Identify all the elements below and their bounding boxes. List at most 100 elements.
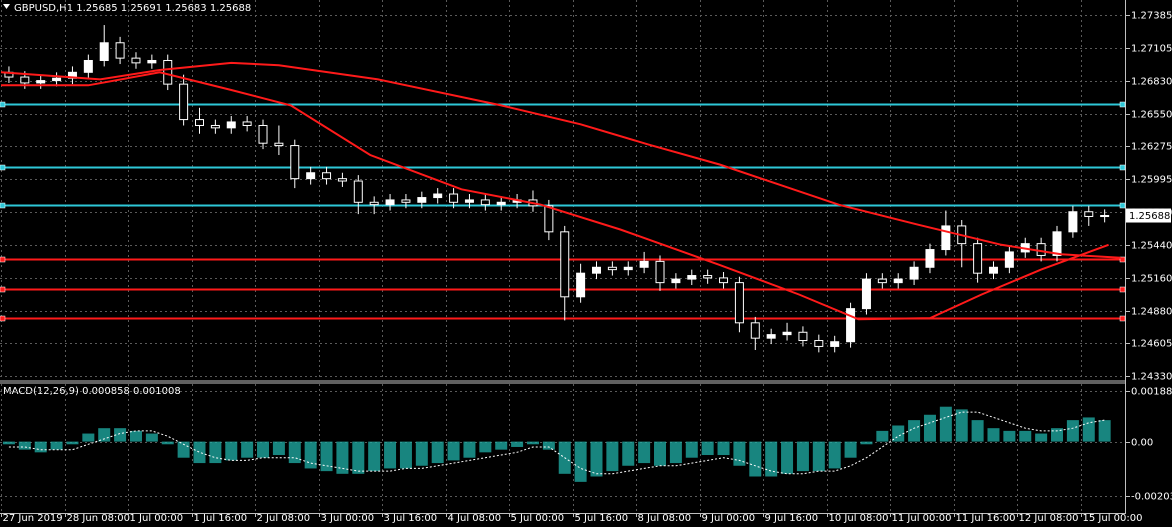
last-price-box [1126, 208, 1171, 223]
candle-body [893, 278, 903, 284]
candle-body [1036, 243, 1046, 256]
candle-body [290, 145, 300, 180]
candle-body [480, 199, 490, 206]
macd-bar [257, 441, 270, 458]
candle-body [369, 201, 379, 206]
candle-body [36, 80, 46, 84]
x-tick-label: 15 Jul 00:00 [1083, 513, 1143, 524]
macd-bar [511, 441, 524, 447]
macd-bar [288, 441, 301, 464]
macd-bar [781, 441, 794, 474]
macd-bar [669, 441, 682, 464]
candle-body [147, 59, 157, 64]
macd-bar [1051, 428, 1064, 442]
macd-bar [209, 441, 222, 464]
macd-bar [717, 441, 730, 456]
macd-bar [98, 428, 111, 442]
macd-bar [622, 441, 635, 466]
candle-body [1004, 251, 1014, 268]
candle-body [496, 201, 506, 206]
macd-bar [638, 441, 651, 464]
candle-body [719, 277, 729, 284]
candle-body [52, 77, 62, 82]
candle-body [544, 205, 554, 233]
macd-bar [765, 441, 778, 477]
candle-body [798, 331, 808, 342]
macd-bar [955, 409, 968, 442]
macd-bar [336, 441, 349, 474]
macd-bar [18, 441, 31, 450]
y-tick-label: 1.26830 [1131, 77, 1172, 88]
x-tick-label: 11 Jul 00:00 [892, 513, 952, 524]
level-handle [1119, 286, 1126, 293]
candle-body [1084, 211, 1094, 217]
candle-body [639, 260, 649, 268]
candle-body [449, 193, 459, 203]
macd-bar [908, 420, 921, 442]
macd-bar [860, 441, 873, 445]
moving-average [0, 61, 1121, 259]
macd-bar [1035, 433, 1048, 442]
candle-body [1052, 231, 1062, 256]
macd-bar [34, 441, 47, 453]
macd-bar [987, 428, 1000, 442]
x-tick-label: 5 Jul 16:00 [575, 513, 629, 524]
x-tick-label: 12 Jul 08:00 [1019, 513, 1079, 524]
candle-body [115, 42, 125, 59]
macd-bar [526, 441, 539, 445]
level-handle [1119, 164, 1126, 171]
chart-title: GBPUSD,H1 1.25685 1.25691 1.25683 1.2568… [14, 3, 251, 14]
candle-body [83, 59, 93, 73]
macd-bar [685, 441, 698, 458]
macd-bar [844, 441, 857, 458]
x-tick-label: 28 Jun 08:00 [67, 513, 131, 524]
candle-body [131, 57, 141, 64]
candle-body [1068, 211, 1078, 233]
macd-bar [574, 441, 587, 482]
level-handle [1119, 101, 1126, 108]
macd-bar [177, 441, 190, 458]
level-handle [1119, 256, 1126, 263]
macd-bar [304, 441, 317, 469]
x-tick-label: 1 Jul 16:00 [194, 513, 248, 524]
level-handle [0, 286, 6, 293]
candle-body [861, 278, 871, 310]
candle-body [877, 278, 887, 284]
y-tick-label: 1.25160 [1131, 274, 1172, 285]
x-tick-label: 5 Jul 00:00 [511, 513, 565, 524]
y-tick-label: 1.24330 [1131, 372, 1172, 383]
macd-bar [2, 441, 15, 445]
y-tick-label: 0.00 [1131, 438, 1153, 449]
macd-bar [241, 441, 254, 458]
candle-body [607, 266, 617, 271]
macd-bar [971, 420, 984, 442]
candle-body [623, 266, 633, 271]
candle-body [464, 199, 474, 203]
macd-bar [114, 428, 127, 442]
macd-bar [82, 433, 95, 442]
macd-bar [415, 441, 428, 466]
candle-body [385, 199, 395, 206]
symbol-menu-icon[interactable] [3, 4, 10, 9]
x-tick-label: 27 Jun 2019 [3, 513, 63, 524]
macd-bar [352, 441, 365, 474]
y-tick-label: 1.24605 [1131, 339, 1172, 350]
candle-body [194, 119, 204, 126]
candle-body [163, 59, 173, 85]
macd-bar [828, 441, 841, 469]
macd-bar [796, 441, 809, 472]
x-tick-label: 10 Jul 08:00 [829, 513, 889, 524]
macd-bar [384, 441, 397, 469]
macd-bar [590, 441, 603, 477]
candle-body [909, 266, 919, 280]
candle-body [925, 249, 935, 268]
macd-bar [939, 406, 952, 442]
macd-bar [495, 441, 508, 450]
candle-body [703, 275, 713, 279]
candle-body [417, 197, 427, 203]
y-tick-label: 1.27385 [1131, 11, 1172, 22]
candle-body [830, 341, 840, 347]
x-tick-label: 2 Jul 08:00 [257, 513, 311, 524]
